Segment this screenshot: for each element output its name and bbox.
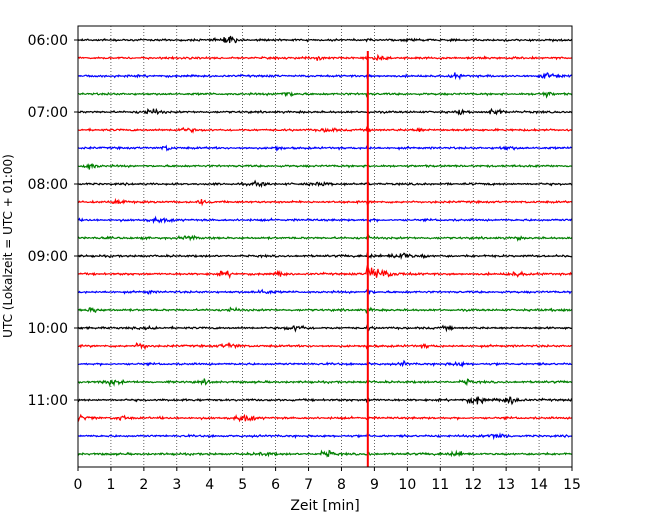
- seismogram-traces: [77, 35, 573, 458]
- seismogram-trace: [77, 197, 573, 207]
- seismogram-trace: [77, 90, 573, 99]
- seismogram-trace: [77, 179, 573, 189]
- x-tick-label: 4: [205, 477, 214, 493]
- x-tick-label: 6: [271, 477, 280, 493]
- x-tick-label: 1: [106, 477, 115, 493]
- y-tick-label: 11:00: [28, 393, 68, 409]
- seismogram-trace: [77, 72, 573, 81]
- x-tick-label: 8: [337, 477, 346, 493]
- y-tick-label: 09:00: [28, 249, 68, 265]
- plot-area: [78, 26, 572, 467]
- seismogram-trace: [77, 144, 573, 152]
- y-axis: 06:00 07:00 08:00 09:00 10:00 11:00: [28, 33, 78, 409]
- seismogram-trace: [77, 215, 573, 225]
- seismogram-trace: [78, 125, 573, 134]
- seismogram-trace: [77, 413, 573, 423]
- x-tick-label: 12: [464, 477, 482, 493]
- seismogram-trace: [77, 449, 573, 458]
- y-tick-label: 07:00: [28, 105, 68, 121]
- seismogram-trace: [77, 265, 573, 280]
- x-tick-label: 7: [304, 477, 313, 493]
- x-axis-label: Zeit [min]: [290, 498, 359, 514]
- x-tick-label: 10: [398, 477, 416, 493]
- seismogram-trace: [77, 432, 573, 441]
- seismogram-trace: [77, 396, 573, 406]
- x-axis: 0 1 2 3 4 5 6 7 8 9 10 11 12 13 14 15: [74, 467, 581, 493]
- y-tick-label: 08:00: [28, 177, 68, 193]
- x-tick-label: 9: [370, 477, 379, 493]
- seismogram-trace: [77, 53, 572, 61]
- seismogram-trace: [77, 342, 573, 351]
- seismogram-trace: [77, 251, 573, 261]
- seismogram-trace: [77, 288, 573, 295]
- y-axis-label: UTC (Lokalzeit = UTC + 01:00): [1, 154, 15, 338]
- x-tick-label: 0: [74, 477, 83, 493]
- plot-frame: [77, 25, 573, 468]
- x-tick-label: 2: [139, 477, 148, 493]
- seismogram-trace: [77, 107, 573, 116]
- x-tick-label: 13: [497, 477, 515, 493]
- x-tick-label: 11: [431, 477, 449, 493]
- seismogram-trace: [77, 359, 572, 368]
- seismogram-trace: [77, 35, 573, 44]
- seismogram-trace: [77, 162, 573, 170]
- x-tick-label: 5: [238, 477, 247, 493]
- x-tick-label: 3: [172, 477, 181, 493]
- seismogram-trace: [77, 322, 573, 333]
- seismogram-trace: [77, 234, 573, 242]
- x-tick-label: 15: [563, 477, 581, 493]
- y-tick-label: 10:00: [28, 321, 68, 337]
- y-tick-label: 06:00: [28, 33, 68, 49]
- seismogram-trace: [77, 378, 573, 388]
- seismogram-trace: [77, 306, 573, 314]
- x-tick-label: 14: [530, 477, 548, 493]
